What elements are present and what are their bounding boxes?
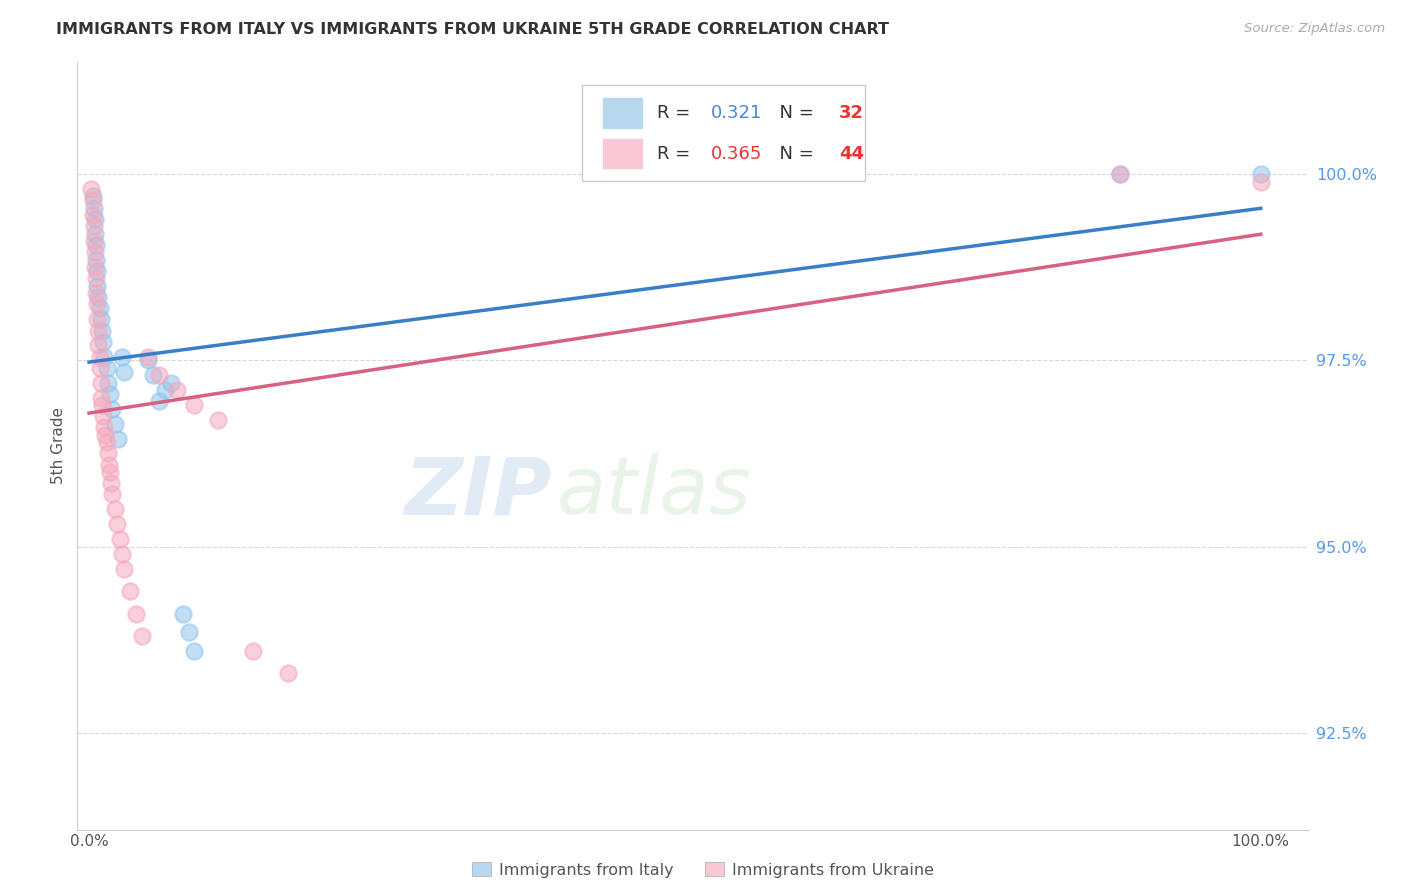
Text: R =: R =	[657, 145, 696, 162]
Point	[84, 271, 107, 285]
Point	[1109, 167, 1132, 181]
Point	[97, 376, 120, 390]
Point	[90, 376, 112, 390]
Point	[136, 350, 159, 364]
Point	[84, 211, 107, 226]
Point	[83, 219, 105, 234]
Point	[86, 312, 108, 326]
Point	[83, 201, 105, 215]
Point	[242, 644, 264, 658]
Point	[80, 182, 103, 196]
Text: 0.321: 0.321	[711, 104, 762, 122]
Point	[107, 432, 129, 446]
Text: 32: 32	[839, 104, 863, 122]
Point	[183, 644, 205, 658]
Point	[120, 584, 141, 599]
Text: ZIP: ZIP	[404, 453, 551, 531]
Point	[1250, 175, 1272, 189]
Text: IMMIGRANTS FROM ITALY VS IMMIGRANTS FROM UKRAINE 5TH GRADE CORRELATION CHART: IMMIGRANTS FROM ITALY VS IMMIGRANTS FROM…	[56, 22, 889, 37]
Point	[89, 301, 111, 316]
Point	[84, 238, 107, 252]
Point	[1109, 167, 1132, 181]
Point	[87, 290, 110, 304]
Point	[207, 413, 229, 427]
Point	[91, 409, 114, 424]
Text: R =: R =	[657, 104, 696, 122]
Point	[91, 334, 114, 349]
Point	[1250, 167, 1272, 181]
Point	[96, 435, 118, 450]
Point	[90, 391, 112, 405]
Point	[111, 547, 134, 561]
Point	[148, 394, 170, 409]
Point	[183, 398, 205, 412]
Point	[97, 446, 120, 460]
Point	[148, 368, 170, 383]
Point	[98, 458, 120, 472]
Point	[112, 562, 135, 576]
Point	[98, 387, 121, 401]
Point	[160, 376, 183, 390]
Text: N =: N =	[768, 104, 820, 122]
Point	[172, 607, 194, 621]
Point	[87, 338, 110, 352]
Text: 0.365: 0.365	[711, 145, 762, 162]
Text: atlas: atlas	[557, 453, 752, 531]
Point	[94, 427, 117, 442]
Point	[136, 353, 159, 368]
Point	[89, 360, 111, 375]
Point	[89, 350, 111, 364]
Point	[83, 234, 105, 248]
Point	[84, 260, 107, 275]
Point	[86, 264, 108, 278]
Point	[101, 401, 124, 416]
Point	[177, 625, 200, 640]
FancyBboxPatch shape	[603, 139, 643, 169]
Point	[112, 365, 135, 379]
Point	[108, 532, 131, 546]
Point	[86, 297, 108, 311]
Point	[98, 465, 121, 479]
Point	[111, 350, 134, 364]
Text: 44: 44	[839, 145, 863, 162]
Text: N =: N =	[768, 145, 820, 162]
Y-axis label: 5th Grade: 5th Grade	[51, 408, 66, 484]
Point	[84, 286, 107, 301]
Point	[93, 420, 115, 434]
Point	[104, 417, 127, 431]
Point	[93, 350, 115, 364]
Point	[101, 487, 124, 501]
Point	[82, 193, 104, 207]
Point	[82, 208, 104, 222]
Point	[142, 368, 165, 383]
Point	[86, 278, 108, 293]
Point	[125, 607, 148, 621]
FancyBboxPatch shape	[603, 98, 643, 128]
Legend: Immigrants from Italy, Immigrants from Ukraine: Immigrants from Italy, Immigrants from U…	[465, 855, 941, 884]
Point	[277, 666, 299, 681]
Point	[82, 189, 104, 203]
Point	[90, 398, 114, 412]
Point	[96, 360, 118, 375]
Point	[105, 517, 128, 532]
Point	[90, 324, 114, 338]
Point	[84, 245, 107, 260]
Point	[87, 324, 110, 338]
Point	[84, 227, 107, 241]
FancyBboxPatch shape	[582, 86, 865, 181]
Point	[131, 629, 153, 643]
Point	[166, 383, 188, 397]
Text: Source: ZipAtlas.com: Source: ZipAtlas.com	[1244, 22, 1385, 36]
Point	[84, 252, 107, 267]
Point	[100, 476, 122, 491]
Point	[104, 502, 127, 516]
Point	[90, 312, 112, 326]
Point	[155, 383, 177, 397]
